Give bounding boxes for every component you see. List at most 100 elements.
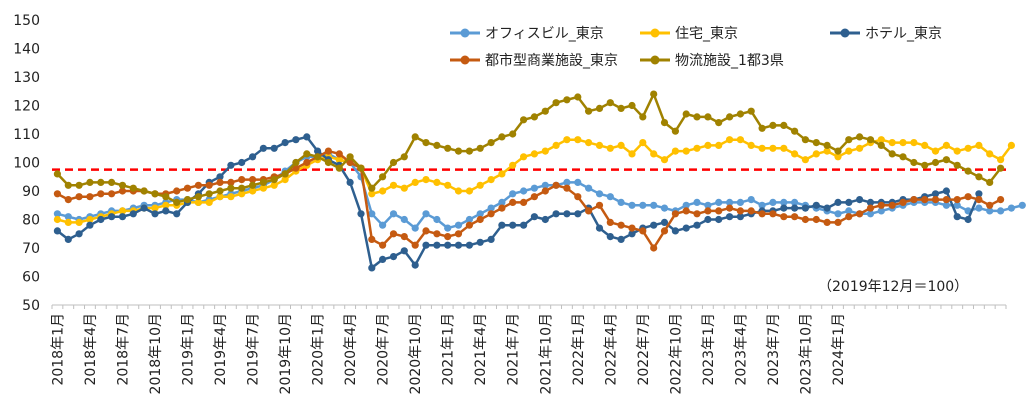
data-point [194,193,202,201]
data-point [942,156,951,164]
data-point [173,198,181,206]
data-point [368,184,376,192]
data-point [151,204,159,212]
y-tick-label: 140 [13,42,40,58]
data-point [281,176,289,184]
data-point [921,141,929,149]
data-point [476,181,484,189]
data-point [986,178,994,186]
data-point [64,218,72,226]
data-point [812,201,820,209]
data-point [704,215,712,224]
data-point [747,207,755,215]
data-point [422,210,430,218]
data-point [433,141,441,149]
data-point [693,210,701,218]
data-point [303,150,311,158]
legend-label: 住宅_東京 [675,26,738,42]
data-point [346,158,354,167]
data-point [606,144,614,152]
data-point [953,147,961,155]
data-point [86,178,94,186]
data-point [465,215,473,224]
data-point [877,201,885,209]
x-tick-label: 2022年7月 [636,313,652,386]
data-point [780,144,788,152]
data-point [780,213,788,221]
data-point [834,153,842,161]
data-point [856,210,864,218]
data-point [520,116,528,124]
x-tick-label: 2021年4月 [473,313,489,386]
data-point [292,136,300,144]
legend-label: 物流施設_1都3県 [675,53,784,69]
data-point [801,204,810,212]
data-point [791,204,799,212]
data-point [899,139,907,147]
data-point [715,207,723,215]
y-tick-label: 60 [22,270,40,286]
data-point [866,204,875,212]
data-point [509,198,517,206]
data-point [303,133,311,141]
legend-label: オフィスビル_東京 [485,26,604,42]
data-point [617,141,625,149]
data-point [726,136,734,144]
data-point [921,161,929,169]
data-point [1018,201,1026,209]
data-point [151,210,159,218]
data-point [574,193,582,201]
data-point [270,176,278,184]
data-point [509,130,517,138]
data-point [498,198,506,206]
data-point [574,136,582,144]
data-point [899,198,907,206]
data-point [249,153,257,161]
y-tick-label: 90 [22,184,40,200]
data-point [530,184,539,192]
data-point [975,190,983,198]
data-point [368,235,376,243]
data-point [140,204,148,212]
data-point [931,158,940,167]
x-tick-label: 2023年10月 [798,313,814,394]
data-point [606,218,614,226]
data-point [249,187,257,195]
data-point [715,198,723,206]
data-point [682,147,690,155]
data-point [563,136,571,144]
data-point [173,187,181,195]
data-point [747,141,755,149]
data-point [379,187,387,195]
data-point [444,144,452,152]
data-point [660,119,669,127]
data-point [205,198,213,206]
data-point [400,153,408,161]
data-point [368,210,376,218]
data-point [389,158,398,167]
data-point [520,198,528,206]
data-point [769,198,777,206]
data-point [736,136,745,144]
x-tick-label: 2021年1月 [441,313,457,386]
data-point [335,164,343,172]
data-point [758,201,766,209]
data-point [628,224,636,232]
data-point [454,221,463,229]
data-point [585,207,593,215]
x-tick-label: 2020年1月 [311,313,327,386]
data-point [433,178,441,186]
data-point [86,221,94,229]
data-point [346,178,354,186]
data-point [75,230,83,238]
x-tick-label: 2018年10月 [148,313,164,394]
data-point [736,198,745,206]
data-point [801,215,810,224]
data-point [281,170,289,178]
data-point [227,178,235,186]
data-point [704,113,712,121]
data-point [64,213,72,221]
data-point [812,150,820,158]
data-point [314,153,322,161]
data-point [498,204,506,212]
